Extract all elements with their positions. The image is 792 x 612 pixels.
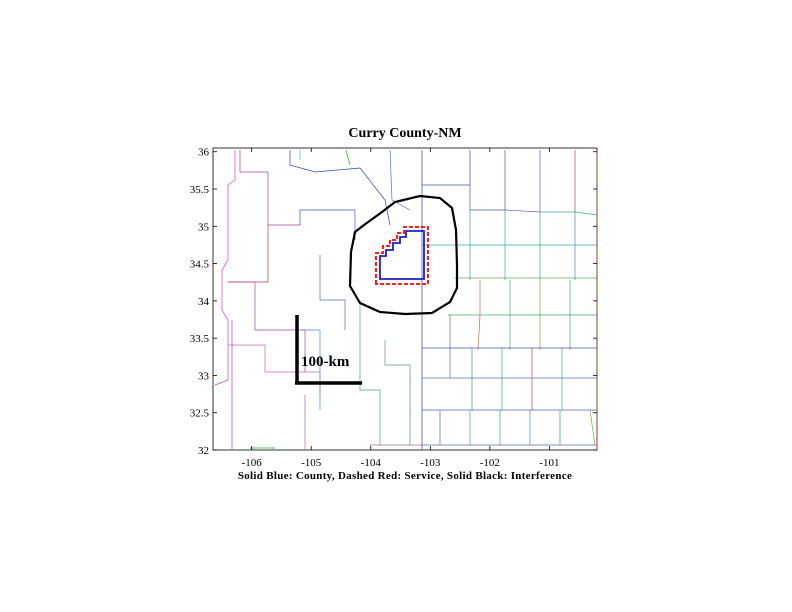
y-tick-label: 33.5 — [190, 333, 210, 345]
background-county-boundaries — [214, 149, 598, 450]
y-tick-label: 34 — [198, 296, 210, 308]
plot-frame — [212, 147, 598, 451]
scale-bar-label: 100-km — [301, 354, 350, 370]
y-tick-label: 35.5 — [190, 184, 210, 196]
interference-contour — [348, 194, 459, 316]
map-title: Curry County-NM — [348, 126, 462, 141]
y-tick-label: 33 — [198, 370, 210, 382]
county-outline — [379, 230, 425, 280]
x-tick-label: -102 — [480, 457, 500, 469]
scale-bar: 100-km — [295, 315, 362, 385]
map-caption: Solid Blue: County, Dashed Red: Service,… — [237, 470, 573, 482]
x-tick-label: -105 — [301, 457, 322, 469]
y-tick-label: 32.5 — [190, 408, 210, 420]
y-tick-label: 32 — [198, 445, 209, 457]
y-tick-label: 34.5 — [190, 259, 210, 271]
x-tick-label: -101 — [539, 457, 559, 469]
y-tick-label: 36 — [198, 147, 210, 159]
y-axis: 36 35.5 35 34.5 34 33.5 33 32.5 32 — [190, 147, 597, 457]
x-axis: -106 -105 -104 -103 -102 -101 — [242, 148, 559, 469]
x-tick-label: -104 — [361, 457, 382, 469]
x-tick-label: -106 — [242, 457, 263, 469]
y-tick-label: 35 — [198, 221, 210, 233]
service-contour — [375, 226, 429, 285]
x-tick-label: -103 — [420, 457, 441, 469]
